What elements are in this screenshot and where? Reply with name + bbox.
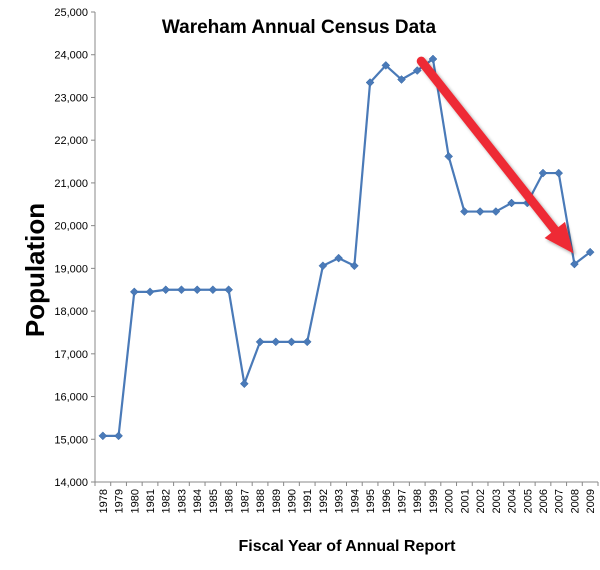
x-tick-label: 1982: [161, 489, 173, 513]
data-point-marker: [491, 207, 501, 216]
data-point-marker: [318, 261, 328, 271]
trend-arrow-shaft: [416, 56, 562, 238]
x-tick-label: 1983: [176, 489, 188, 513]
x-tick-label: 2001: [459, 489, 471, 513]
data-point-marker: [129, 287, 139, 297]
data-point-marker: [460, 207, 469, 216]
x-tick-label: 2004: [507, 489, 519, 513]
data-point-marker: [224, 285, 233, 295]
x-tick-label: 2006: [538, 489, 550, 513]
y-axis-label: Population: [20, 203, 50, 337]
data-point-marker: [287, 337, 296, 347]
x-tick-label: 2005: [522, 489, 534, 513]
x-tick-label: 1980: [129, 489, 141, 513]
y-tick-label: 25,000: [54, 7, 88, 19]
x-tick-label: 1999: [428, 489, 440, 513]
x-tick-label: 1979: [114, 489, 126, 513]
x-tick-label: 2002: [475, 489, 487, 513]
data-point-marker: [239, 379, 249, 389]
x-tick-label: 1987: [239, 489, 251, 513]
data-point-marker: [98, 431, 108, 441]
y-tick-label: 14,000: [54, 477, 88, 489]
y-tick-label: 23,000: [54, 92, 88, 104]
x-tick-label: 1986: [224, 489, 236, 513]
series-population: [98, 54, 595, 441]
x-tick-label: 1981: [145, 489, 157, 513]
x-tick-label: 1988: [255, 489, 267, 513]
annotation-arrow: [416, 56, 574, 254]
data-point-marker: [302, 337, 312, 347]
trend-arrow: [416, 56, 574, 254]
data-point-marker: [570, 259, 579, 269]
data-point-marker: [381, 61, 391, 70]
data-point-marker: [255, 337, 265, 347]
y-tick-label: 20,000: [54, 221, 88, 233]
y-tick-label: 17,000: [54, 349, 88, 361]
x-tick-label: 1978: [98, 489, 110, 513]
data-point-marker: [350, 261, 359, 271]
y-tick-label: 19,000: [54, 263, 88, 275]
data-point-marker: [334, 253, 343, 263]
x-tick-label: 1996: [381, 489, 393, 513]
y-tick-label: 22,000: [54, 135, 88, 147]
x-tick-label: 1985: [208, 489, 220, 513]
x-tick-label: 1991: [302, 489, 314, 513]
data-point-marker: [365, 78, 375, 87]
data-point-marker: [538, 168, 548, 178]
x-tick-label: 1998: [412, 489, 424, 513]
x-tick-label: 2003: [491, 489, 503, 513]
x-tick-label: 2000: [444, 489, 456, 513]
data-point-marker: [475, 207, 485, 216]
data-point-marker: [161, 285, 171, 295]
data-point-marker: [444, 152, 454, 161]
y-tick-label: 21,000: [54, 178, 88, 190]
data-point-marker: [145, 287, 155, 297]
data-point-marker: [428, 54, 438, 64]
x-tick-label: 2009: [585, 489, 597, 513]
data-point-marker: [271, 337, 281, 347]
x-axis-label: Fiscal Year of Annual Report: [239, 538, 457, 555]
x-tick-label: 1984: [192, 489, 204, 513]
x-tick-label: 1995: [365, 489, 377, 513]
x-tick-label: 2008: [569, 489, 581, 513]
y-tick-label: 15,000: [54, 434, 88, 446]
x-tick-label: 2007: [554, 489, 566, 513]
x-tick-label: 1997: [397, 489, 409, 513]
x-tick-label: 1992: [318, 489, 330, 513]
x-axis: 1978 1979 1980 1981 1982 1983 1984 1985 1986 1987…: [94, 481, 599, 513]
data-point-marker: [412, 66, 422, 75]
chart-title: Wareham Annual Census Data: [162, 17, 437, 38]
data-point-marker: [507, 198, 516, 208]
x-tick-label: 1989: [271, 489, 283, 513]
trend-arrow-head: [544, 221, 574, 254]
x-tick-label: 1993: [334, 489, 346, 513]
data-point-marker: [114, 431, 123, 441]
data-point-marker: [177, 285, 186, 295]
data-point-marker: [208, 285, 218, 295]
y-tick-label: 24,000: [54, 50, 88, 62]
data-point-marker: [397, 75, 406, 84]
y-tick-label: 18,000: [54, 306, 88, 318]
data-point-marker: [585, 247, 595, 257]
x-tick-label: 1994: [349, 489, 361, 513]
y-axis: 14,000 15,000 16,000 17,000 18,000 19,000 20,0…: [54, 7, 96, 489]
x-tick-label: 1990: [286, 489, 298, 513]
data-point-marker: [554, 168, 564, 178]
y-tick-label: 16,000: [54, 392, 88, 404]
data-point-marker: [192, 285, 202, 295]
